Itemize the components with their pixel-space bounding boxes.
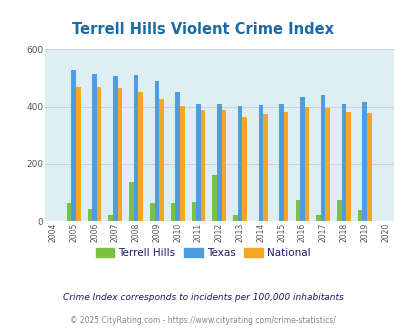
Bar (279, 104, 283, 221)
Bar (366, 113, 371, 221)
Bar (67, 203, 71, 221)
Bar (179, 106, 184, 221)
Bar (262, 114, 267, 221)
Bar (242, 117, 246, 221)
Bar (96, 87, 101, 221)
Bar (258, 105, 262, 221)
Bar (212, 175, 216, 221)
Bar (304, 107, 309, 221)
Bar (295, 200, 299, 221)
Bar (221, 110, 226, 221)
Bar (113, 76, 117, 221)
Bar (108, 215, 113, 221)
Bar (150, 203, 154, 221)
Bar (159, 99, 163, 221)
Bar (71, 70, 76, 221)
Bar (200, 110, 205, 221)
Bar (232, 215, 237, 221)
Bar (138, 92, 143, 221)
Bar (362, 102, 366, 221)
Legend: Terrell Hills, Texas, National: Terrell Hills, Texas, National (91, 244, 314, 262)
Bar (129, 182, 134, 221)
Bar (341, 104, 345, 221)
Text: Crime Index corresponds to incidents per 100,000 inhabitants: Crime Index corresponds to incidents per… (62, 292, 343, 302)
Bar (76, 87, 81, 221)
Bar (283, 112, 288, 221)
Bar (92, 74, 96, 221)
Bar (196, 104, 200, 221)
Bar (315, 215, 320, 221)
Text: © 2025 CityRating.com - https://www.cityrating.com/crime-statistics/: © 2025 CityRating.com - https://www.city… (70, 315, 335, 325)
Bar (357, 210, 362, 221)
Bar (320, 95, 325, 221)
Bar (216, 104, 221, 221)
Bar (134, 75, 138, 221)
Bar (154, 81, 159, 221)
Bar (237, 106, 242, 221)
Bar (175, 92, 179, 221)
Bar (336, 200, 341, 221)
Bar (345, 112, 350, 221)
Bar (191, 202, 196, 221)
Bar (87, 209, 92, 221)
Bar (325, 108, 329, 221)
Bar (299, 97, 304, 221)
Bar (117, 88, 122, 221)
Text: Terrell Hills Violent Crime Index: Terrell Hills Violent Crime Index (72, 22, 333, 37)
Bar (171, 203, 175, 221)
